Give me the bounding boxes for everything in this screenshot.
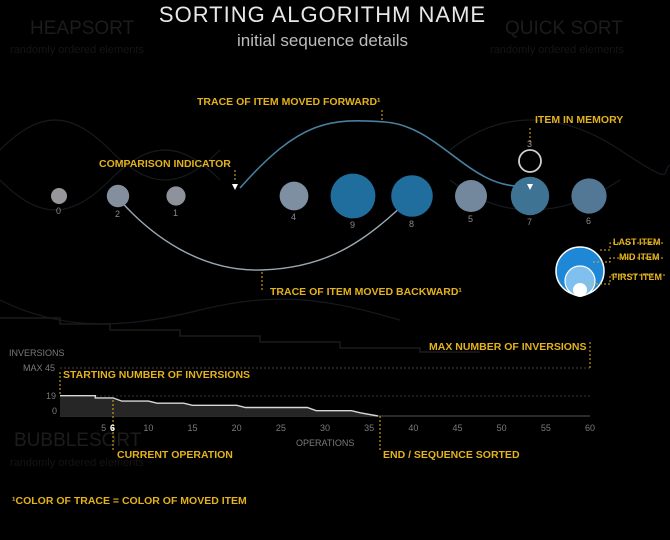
start-inversions-value: 19 [46, 391, 57, 401]
sequence-item-6 [571, 178, 607, 214]
legend-first-item: FIRST ITEM [612, 272, 662, 282]
operations-axis-label: OPERATIONS [296, 438, 355, 448]
sequence-item-label: 4 [291, 212, 297, 223]
legend-last-item: LAST ITEM [613, 237, 661, 247]
max-inversions-label: MAX 45 [23, 363, 56, 373]
annotation-comparison: COMPARISON INDICATOR [99, 158, 231, 170]
sequence-item-label: 1 [173, 207, 179, 218]
comparison-indicator-icon [232, 184, 238, 190]
current-operation-value: 6 [110, 423, 116, 433]
annotation-end-sorted: END / SEQUENCE SORTED [383, 449, 520, 461]
x-tick-label: 50 [496, 423, 507, 433]
sequence-item-label: 2 [115, 209, 121, 220]
sequence-item-1 [166, 186, 186, 206]
ghost-sublabel-bubblesort: randomly ordered elements [10, 457, 144, 469]
annotation-trace-forward: TRACE OF ITEM MOVED FORWARD¹ [197, 96, 381, 108]
x-tick-label: 45 [452, 423, 463, 433]
annotation-item-memory: ITEM IN MEMORY [535, 114, 624, 126]
sequence-item-label: 5 [468, 214, 474, 224]
x-tick-label: 30 [320, 423, 331, 433]
x-tick-label: 5 [101, 423, 107, 433]
sequence-item-label: 8 [409, 218, 415, 229]
memory-item-label: 3 [527, 139, 533, 149]
x-tick-label: 55 [540, 423, 551, 433]
ghost-sublabel-heapsort: randomly ordered elements [10, 44, 144, 56]
x-tick-label: 10 [143, 423, 154, 433]
sequence-item-label: 0 [56, 206, 62, 216]
annotation-current-operation: CURRENT OPERATION [117, 449, 233, 461]
sequence-item-label: 7 [527, 217, 533, 228]
ghost-label-bubblesort: BUBBLESORT [14, 430, 142, 451]
sequence-item-0 [51, 188, 67, 204]
inversions-axis-label: INVERSIONS [9, 348, 65, 358]
annotation-starting-inversions: STARTING NUMBER OF INVERSIONS [63, 369, 251, 381]
annotation-trace-backward: TRACE OF ITEM MOVED BACKWARD¹ [270, 286, 462, 298]
sequence-item-4 [279, 181, 309, 211]
inversion-chart [59, 342, 591, 452]
sequence-item-5 [455, 180, 487, 212]
ghost-label-quicksort: QUICK SORT [505, 18, 623, 39]
memory-item-indicator-icon [527, 184, 533, 190]
ghost-step-chart [0, 317, 480, 353]
x-tick-label: 40 [408, 423, 419, 433]
sequence-item-7 [510, 176, 550, 216]
memory-item-circle [518, 149, 542, 173]
x-tick-label: 35 [364, 423, 375, 433]
sequence-item-label: 9 [350, 220, 356, 231]
x-tick-label: 15 [187, 423, 198, 433]
sequence-item-8 [391, 175, 433, 217]
size-legend [555, 242, 665, 297]
x-tick-label: 60 [585, 423, 596, 433]
ghost-label-heapsort: HEAPSORT [30, 18, 135, 39]
sequence-items [51, 173, 607, 219]
footnote: ¹COLOR OF TRACE = COLOR OF MOVED ITEM [12, 495, 247, 507]
sequence-item-2 [106, 184, 130, 208]
x-tick-label: 25 [275, 423, 286, 433]
ghost-sublabel-quicksort: randomly ordered elements [490, 44, 624, 56]
legend-mid-item: MID ITEM [619, 252, 660, 262]
page-subtitle: initial sequence details [236, 31, 409, 50]
zero-inversions-value: 0 [52, 406, 58, 416]
annotation-max-inversions: MAX NUMBER OF INVERSIONS [429, 341, 587, 353]
inversions-line [60, 395, 379, 417]
page-title: SORTING ALGORITHM NAME [158, 2, 487, 27]
sequence-item-label: 6 [586, 215, 592, 226]
trace-backward [117, 197, 411, 271]
sequence-item-9 [330, 173, 376, 219]
trace-forward [239, 120, 526, 189]
x-tick-label: 20 [231, 423, 242, 433]
